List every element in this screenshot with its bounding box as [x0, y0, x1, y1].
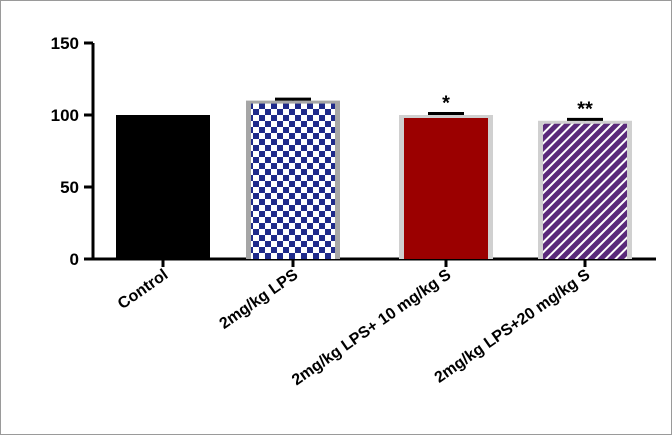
- bar: [116, 115, 210, 259]
- category-label: 2mg/kg LPS: [217, 266, 302, 333]
- category-label: Control: [115, 266, 171, 313]
- y-tick-label: 150: [51, 34, 79, 53]
- y-tick-label: 50: [60, 178, 79, 197]
- bar: [543, 123, 627, 259]
- significance-label: *: [442, 93, 450, 115]
- y-tick-label: 100: [51, 106, 79, 125]
- bars: [116, 97, 632, 259]
- bar: [404, 118, 488, 259]
- bar: [251, 103, 335, 259]
- significance-label: **: [577, 98, 593, 120]
- y-tick-label: 0: [70, 250, 79, 269]
- category-label: 2mg/kg LPS+20 mg/kg S: [432, 266, 594, 386]
- category-label: 2mg/kg LPS+ 10 mg/kg S: [289, 266, 455, 389]
